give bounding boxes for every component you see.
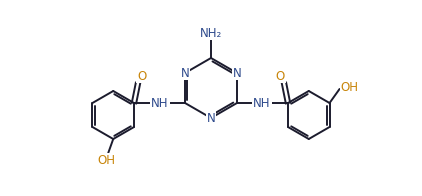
Text: NH: NH	[151, 96, 169, 110]
Text: O: O	[138, 70, 146, 83]
Text: OH: OH	[97, 153, 115, 166]
Text: O: O	[276, 70, 284, 83]
Text: OH: OH	[341, 81, 359, 93]
Text: N: N	[181, 66, 189, 80]
Text: N: N	[207, 112, 215, 124]
Text: NH₂: NH₂	[200, 26, 222, 40]
Text: NH: NH	[253, 96, 271, 110]
Text: N: N	[233, 66, 241, 80]
